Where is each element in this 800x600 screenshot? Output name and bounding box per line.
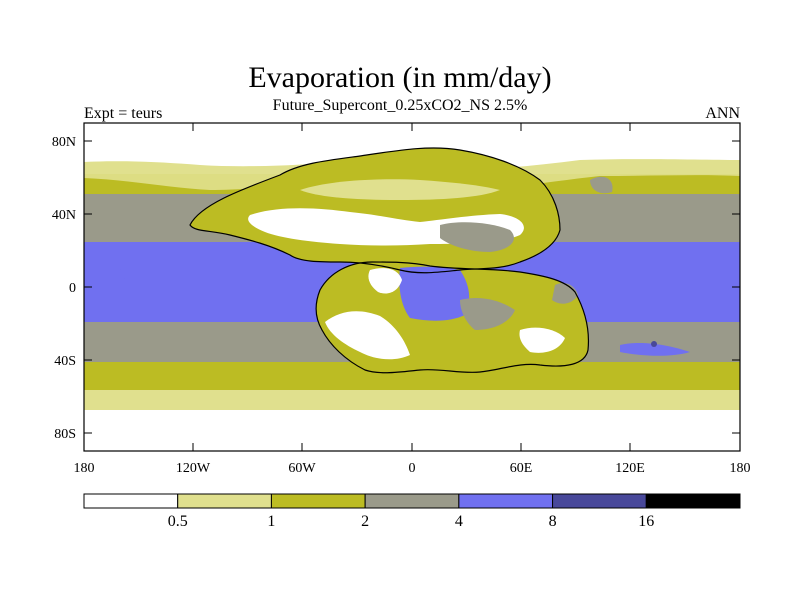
season-label: ANN xyxy=(705,105,740,122)
colorbar-label: 0.5 xyxy=(168,513,188,530)
x-tick-label: 60E xyxy=(510,461,533,476)
band-south-light xyxy=(84,390,740,410)
x-tick-label: 120W xyxy=(176,461,211,476)
southern-desert xyxy=(325,311,410,360)
x-tick-label: 0 xyxy=(409,461,416,476)
y-tick-label: 80S xyxy=(54,427,76,442)
colorbar-label: 16 xyxy=(638,513,654,530)
y-tick-label: 40S xyxy=(54,354,76,369)
equatorial-wet xyxy=(399,266,470,321)
y-tick-label: 80N xyxy=(52,135,76,150)
colorbar-label: 8 xyxy=(549,513,557,530)
colorbar-swatch xyxy=(177,493,272,509)
southern-coastline xyxy=(315,261,590,374)
colorbar-label: 2 xyxy=(361,513,369,530)
experiment-label: Expt = teurs xyxy=(84,105,163,122)
x-tick-label: 120E xyxy=(615,461,645,476)
north-polar-white xyxy=(84,123,740,169)
y-axis xyxy=(84,140,740,434)
y-tick-label: 40N xyxy=(52,208,76,223)
colorbar-swatch xyxy=(270,493,366,509)
colorbar-swatch xyxy=(83,493,179,509)
colorbar-swatch xyxy=(645,493,741,509)
map-title: Evaporation (in mm/day) xyxy=(248,61,552,94)
colorbar-swatch xyxy=(458,493,554,509)
x-tick-label: 180 xyxy=(74,461,95,476)
northern-coastline xyxy=(189,147,561,274)
x-axis xyxy=(83,123,741,451)
colorbar-swatch xyxy=(364,493,460,509)
x-tick-label: 60W xyxy=(288,461,316,476)
y-tick-label: 0 xyxy=(69,281,76,296)
colorbar-swatch xyxy=(552,493,647,509)
map-subtitle: Future_Supercont_0.25xCO2_NS 2.5% xyxy=(272,97,528,114)
map-field xyxy=(84,123,740,451)
x-tick-label: 180 xyxy=(730,461,751,476)
colorbar xyxy=(83,493,741,509)
colorbar-labels: 0.5 1 2 4 8 16 xyxy=(168,513,655,530)
colorbar-label: 4 xyxy=(455,513,463,530)
colorbar-label: 1 xyxy=(267,513,275,530)
